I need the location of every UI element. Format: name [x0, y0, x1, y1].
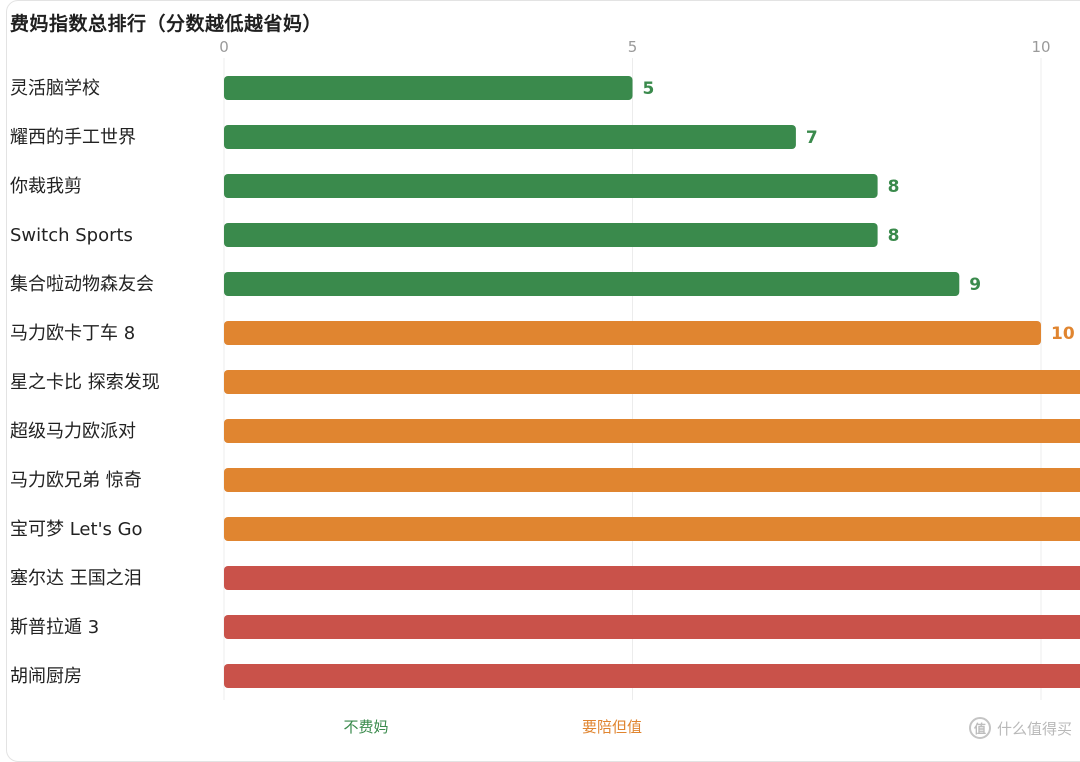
watermark: 值 什么值得买 — [968, 717, 1072, 739]
bar-4 — [224, 272, 960, 296]
category-label-8: 马力欧兄弟 惊奇 — [10, 470, 142, 491]
bar-11 — [224, 615, 1080, 639]
bar-8 — [224, 468, 1080, 492]
category-label-5: 马力欧卡丁车 8 — [10, 323, 135, 344]
bar-3 — [224, 223, 878, 247]
bar-0 — [224, 76, 633, 100]
value-label-0: 5 — [643, 79, 655, 99]
x-tick-label-0: 0 — [219, 38, 229, 56]
watermark-logo-icon: 值 — [968, 717, 991, 739]
bar-5 — [224, 321, 1041, 345]
category-label-3: Switch Sports — [10, 225, 133, 246]
category-label-4: 集合啦动物森友会 — [10, 274, 154, 295]
category-label-7: 超级马力欧派对 — [10, 421, 136, 442]
x-tick-label-5: 5 — [628, 38, 638, 56]
category-label-2: 你裁我剪 — [10, 176, 82, 197]
chart-title: 费妈指数总排行（分数越低越省妈） — [10, 13, 323, 35]
legend-item-1: 要陪但值 — [582, 718, 642, 736]
value-label-5: 10 — [1051, 324, 1075, 344]
x-tick-label-10: 10 — [1031, 38, 1050, 56]
category-label-9: 宝可梦 Let's Go — [10, 519, 143, 540]
bar-9 — [224, 517, 1080, 541]
bar-1 — [224, 125, 796, 149]
bar-7 — [224, 419, 1080, 443]
bar-6 — [224, 370, 1080, 394]
watermark-text: 什么值得买 — [996, 719, 1072, 738]
category-label-1: 耀西的手工世界 — [10, 127, 136, 148]
bar-10 — [224, 566, 1080, 590]
legend-item-0: 不费妈 — [343, 718, 388, 736]
value-label-2: 8 — [888, 177, 900, 197]
category-label-12: 胡闹厨房 — [10, 666, 82, 687]
bar-12 — [224, 664, 1080, 688]
category-label-6: 星之卡比 探索发现 — [10, 372, 160, 393]
value-label-1: 7 — [806, 128, 818, 148]
category-label-0: 灵活脑学校 — [10, 78, 100, 99]
category-label-11: 斯普拉遁 3 — [10, 617, 99, 638]
bar-2 — [224, 174, 878, 198]
value-label-3: 8 — [888, 226, 900, 246]
category-label-10: 塞尔达 王国之泪 — [10, 568, 142, 589]
value-label-4: 9 — [969, 275, 981, 295]
